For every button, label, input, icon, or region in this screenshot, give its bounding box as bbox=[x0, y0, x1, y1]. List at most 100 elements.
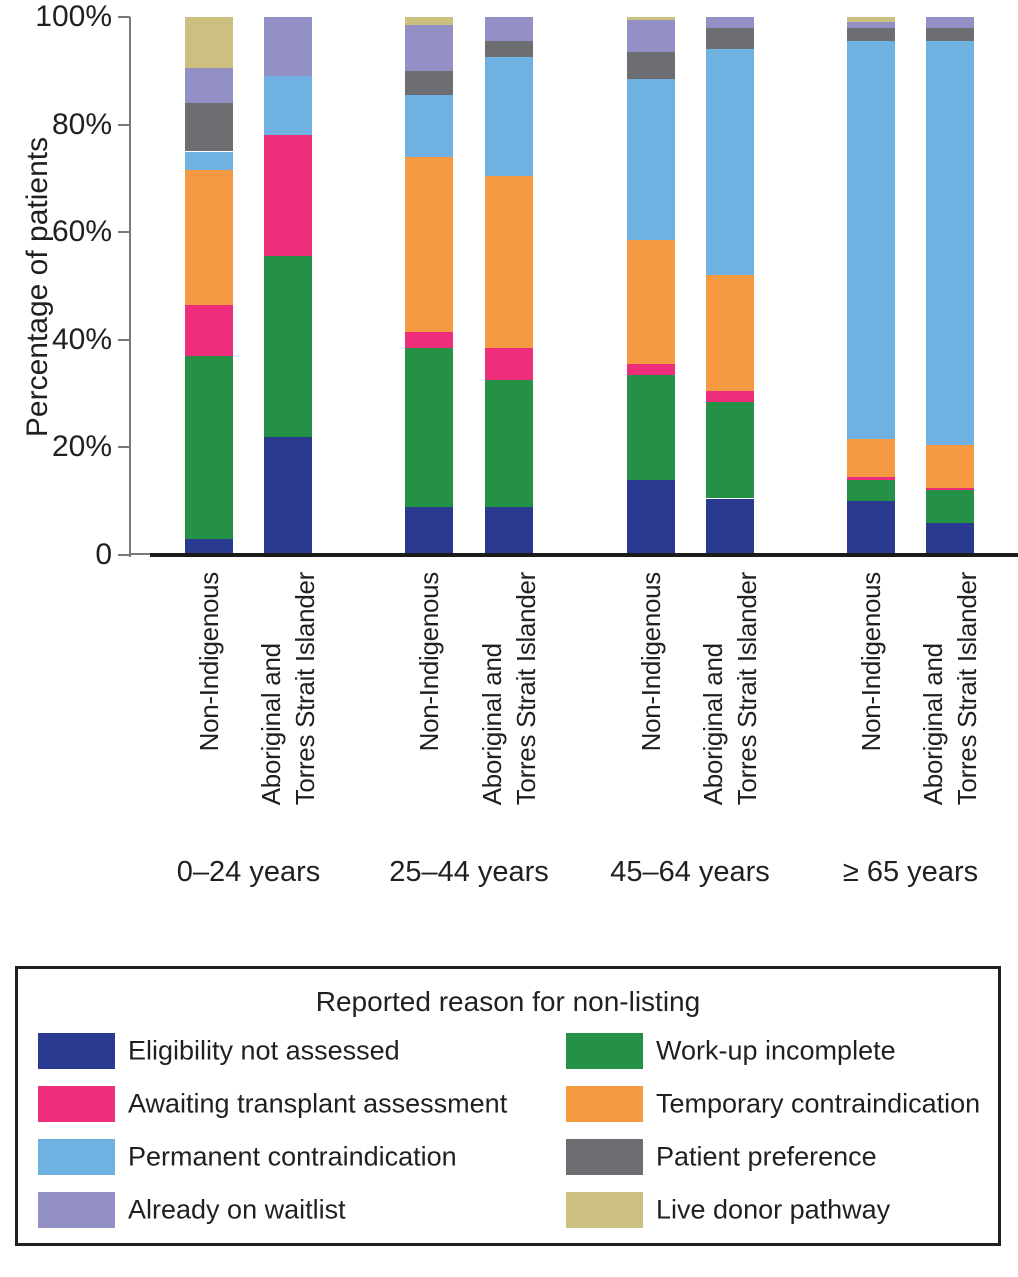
bar-segment-patient-preference bbox=[405, 70, 453, 95]
group-label-25-44-years: 25–44 years bbox=[389, 856, 549, 888]
bar-segment-live-donor-pathway bbox=[185, 17, 233, 69]
y-axis-title: Percentage of patients bbox=[21, 136, 54, 438]
bar-segment-eligibility-not-assessed bbox=[185, 538, 233, 555]
bar-segment-permanent-contraindication bbox=[706, 49, 754, 276]
legend-swatch-permanent-contraindication bbox=[38, 1139, 115, 1175]
bar-segment-patient-preference bbox=[627, 51, 675, 79]
bar-segment-awaiting-transplant-assessment bbox=[185, 304, 233, 356]
legend-swatch-eligibility-not-assessed bbox=[38, 1033, 115, 1069]
tick-mark bbox=[118, 16, 130, 18]
bar-segment-eligibility-not-assessed bbox=[627, 479, 675, 555]
bar-segment-already-on-waitlist bbox=[185, 68, 233, 104]
bar-segment-work-up-incomplete bbox=[185, 355, 233, 539]
bar-segment-work-up-incomplete bbox=[706, 401, 754, 499]
tick-label: 100% bbox=[35, 0, 112, 33]
bar-segment-eligibility-not-assessed bbox=[706, 498, 754, 555]
tick-label: 60% bbox=[51, 215, 112, 249]
tick-label: 0 bbox=[95, 538, 112, 571]
bar-segment-work-up-incomplete bbox=[264, 256, 312, 437]
bar-segment-work-up-incomplete bbox=[627, 374, 675, 480]
bar-segment-already-on-waitlist bbox=[847, 22, 895, 28]
bar-segment-work-up-incomplete bbox=[926, 490, 974, 523]
bar-segment-awaiting-transplant-assessment bbox=[926, 487, 974, 491]
bar-segment-temporary-contraindication bbox=[926, 444, 974, 488]
bar-segment-work-up-incomplete bbox=[405, 347, 453, 507]
bar-label-aboriginal-and: Aboriginal and Torres Strait Islander bbox=[918, 572, 982, 806]
tick-label: 40% bbox=[51, 322, 112, 356]
legend-label: Awaiting transplant assessment bbox=[128, 1088, 508, 1119]
bar-segment-eligibility-not-assessed bbox=[926, 522, 974, 555]
bar-segment-permanent-contraindication bbox=[405, 95, 453, 157]
bar-segment-temporary-contraindication bbox=[627, 240, 675, 364]
bar-segment-patient-preference bbox=[926, 27, 974, 42]
bar-segment-permanent-contraindication bbox=[185, 151, 233, 171]
legend-label: Patient preference bbox=[656, 1141, 877, 1172]
legend-swatch-awaiting-transplant-assessment bbox=[38, 1086, 115, 1122]
bar-segment-already-on-waitlist bbox=[485, 17, 533, 42]
bar-label-non-indigenous: Non-Indigenous bbox=[636, 572, 666, 752]
bar-label-aboriginal-and: Aboriginal and Torres Strait Islander bbox=[256, 572, 320, 806]
group-label-0-24-years: 0–24 years bbox=[176, 856, 321, 888]
legend-swatch-work-up-incomplete bbox=[566, 1033, 643, 1069]
bar-segment-patient-preference bbox=[847, 27, 895, 42]
bar-label-non-indigenous: Non-Indigenous bbox=[856, 572, 886, 752]
tick-label: 20% bbox=[51, 430, 112, 464]
bar-segment-awaiting-transplant-assessment bbox=[847, 476, 895, 480]
bar-segment-patient-preference bbox=[485, 41, 533, 58]
bar-segment-awaiting-transplant-assessment bbox=[264, 135, 312, 257]
legend-label: Work-up incomplete bbox=[656, 1035, 896, 1066]
legend-label: Temporary contraindication bbox=[656, 1088, 981, 1119]
bar-segment-permanent-contraindication bbox=[926, 41, 974, 445]
legend-box: Reported reason for non-listing Eligibil… bbox=[15, 966, 1001, 1246]
bar-segment-permanent-contraindication bbox=[847, 41, 895, 440]
bar-segment-already-on-waitlist bbox=[706, 17, 754, 28]
legend-label: Already on waitlist bbox=[128, 1194, 346, 1225]
legend-swatch-temporary-contraindication bbox=[566, 1086, 643, 1122]
bar-segment-temporary-contraindication bbox=[405, 156, 453, 332]
bar-segment-eligibility-not-assessed bbox=[264, 436, 312, 555]
bar-label-non-indigenous: Non-Indigenous bbox=[414, 572, 444, 752]
group-label-45-64-years: 45–64 years bbox=[610, 856, 770, 888]
tick-mark bbox=[118, 554, 130, 556]
bar-segment-patient-preference bbox=[706, 27, 754, 50]
legend-swatch-patient-preference bbox=[566, 1139, 643, 1175]
x-axis-corner bbox=[129, 553, 151, 555]
legend-swatch-live-donor-pathway bbox=[566, 1192, 643, 1228]
legend-swatch-already-on-waitlist bbox=[38, 1192, 115, 1228]
bar-segment-work-up-incomplete bbox=[485, 380, 533, 507]
bar-segment-awaiting-transplant-assessment bbox=[485, 347, 533, 381]
bar-segment-work-up-incomplete bbox=[847, 479, 895, 502]
bar-label-non-indigenous: Non-Indigenous bbox=[194, 572, 224, 752]
bar-segment-awaiting-transplant-assessment bbox=[405, 331, 453, 348]
y-axis-line bbox=[129, 17, 131, 557]
bar-segment-eligibility-not-assessed bbox=[405, 506, 453, 555]
bar-segment-already-on-waitlist bbox=[405, 25, 453, 71]
group-label-65-years: ≥ 65 years bbox=[842, 856, 979, 888]
bar-segment-live-donor-pathway bbox=[627, 17, 675, 20]
bar-segment-awaiting-transplant-assessment bbox=[627, 364, 675, 375]
bar-segment-eligibility-not-assessed bbox=[847, 501, 895, 555]
tick-mark bbox=[118, 123, 130, 126]
bar-segment-temporary-contraindication bbox=[847, 439, 895, 477]
bar-segment-live-donor-pathway bbox=[405, 17, 453, 26]
bar-segment-temporary-contraindication bbox=[706, 275, 754, 391]
bar-label-aboriginal-and: Aboriginal and Torres Strait Islander bbox=[477, 572, 541, 806]
bar-segment-temporary-contraindication bbox=[485, 175, 533, 348]
tick-mark bbox=[118, 338, 130, 341]
tick-label: 80% bbox=[51, 107, 112, 141]
bar-segment-permanent-contraindication bbox=[627, 78, 675, 241]
bar-segment-permanent-contraindication bbox=[264, 76, 312, 136]
bar-segment-already-on-waitlist bbox=[926, 17, 974, 28]
bar-segment-eligibility-not-assessed bbox=[485, 506, 533, 555]
x-axis-baseline bbox=[150, 553, 1018, 557]
bar-segment-permanent-contraindication bbox=[485, 57, 533, 176]
tick-mark bbox=[118, 446, 130, 449]
bar-segment-already-on-waitlist bbox=[627, 19, 675, 52]
bar-segment-live-donor-pathway bbox=[847, 17, 895, 23]
bar-segment-temporary-contraindication bbox=[185, 170, 233, 305]
tick-mark bbox=[118, 231, 130, 234]
bar-segment-awaiting-transplant-assessment bbox=[706, 390, 754, 402]
legend-label: Live donor pathway bbox=[656, 1194, 891, 1225]
legend-label: Permanent contraindication bbox=[128, 1141, 457, 1172]
